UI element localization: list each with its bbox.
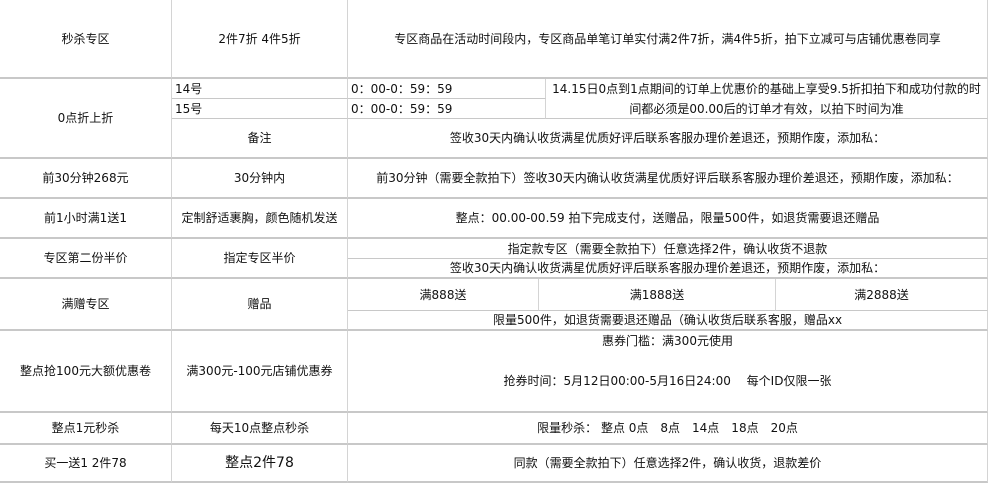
gift-tier-2: 满1888送 bbox=[539, 279, 776, 311]
row-rule: 定制舒适裹胸，颜色随机发送 bbox=[172, 199, 348, 239]
row-desc-1: 指定款专区（需要全款拍下）任意选择2件，确认收货不退款 bbox=[348, 239, 988, 259]
row-rule: 指定专区半价 bbox=[172, 239, 348, 279]
coupon-time: 抢券时间：5月12日00:00-5月16日24:00 每个ID仅限一张 bbox=[503, 374, 832, 388]
row-name: 前30分钟268元 bbox=[0, 159, 172, 199]
row-desc: 整点：00.00-00.59 拍下完成支付，送赠品，限量500件，如退货需要退还… bbox=[348, 199, 988, 239]
row-name: 买一送1 2件78 bbox=[0, 445, 172, 483]
row-desc: 惠券门槛：满300元使用 抢券时间：5月12日00:00-5月16日24:00 … bbox=[348, 331, 988, 413]
day-1: 14号 bbox=[172, 79, 348, 99]
row-desc: 限量500件，如退货需要退还赠品（确认收货后联系客服，赠品xx bbox=[348, 311, 988, 331]
row-rule: 赠品 bbox=[172, 279, 348, 331]
row-desc-2: 签收30天内确认收货满星优质好评后联系客服办理价差退还，预期作废，添加私： bbox=[348, 259, 988, 279]
row-name: 满赠专区 bbox=[0, 279, 172, 331]
row-name: 整点抢100元大额优惠卷 bbox=[0, 331, 172, 413]
row-desc: 限量秒杀： 整点 0点 8点 14点 18点 20点 bbox=[348, 413, 988, 445]
row-desc: 14.15日0点到1点期间的订单上优惠价的基础上享受9.5折扣拍下和成功付款的时… bbox=[546, 79, 988, 119]
row-name: 专区第二份半价 bbox=[0, 239, 172, 279]
coupon-threshold: 惠券门槛：满300元使用 bbox=[602, 334, 733, 348]
row-name: 秒杀专区 bbox=[0, 0, 172, 79]
row-name: 整点1元秒杀 bbox=[0, 413, 172, 445]
row-rule: 满300元-100元店铺优惠券 bbox=[172, 331, 348, 413]
time-2: 0：00-0：59：59 bbox=[348, 99, 546, 119]
gift-tier-3: 满2888送 bbox=[776, 279, 988, 311]
gift-tier-1: 满888送 bbox=[348, 279, 539, 311]
note-label: 备注 bbox=[172, 119, 348, 159]
row-name: 前1小时满1送1 bbox=[0, 199, 172, 239]
row-rule: 2件7折 4件5折 bbox=[172, 0, 348, 79]
time-1: 0：00-0：59：59 bbox=[348, 79, 546, 99]
row-rule: 30分钟内 bbox=[172, 159, 348, 199]
row-rule: 每天10点整点秒杀 bbox=[172, 413, 348, 445]
row-rule: 整点2件78 bbox=[172, 445, 348, 483]
day-2: 15号 bbox=[172, 99, 348, 119]
row-name: 0点折上折 bbox=[0, 79, 172, 159]
row-desc: 同款（需要全款拍下）任意选择2件，确认收货，退款差价 bbox=[348, 445, 988, 483]
row-desc: 专区商品在活动时间段内，专区商品单笔订单实付满2件7折，满4件5折，拍下立减可与… bbox=[348, 0, 988, 79]
row-desc: 前30分钟（需要全款拍下）签收30天内确认收货满星优质好评后联系客服办理价差退还… bbox=[348, 159, 988, 199]
note-text: 签收30天内确认收货满星优质好评后联系客服办理价差退还，预期作废，添加私： bbox=[348, 119, 988, 159]
